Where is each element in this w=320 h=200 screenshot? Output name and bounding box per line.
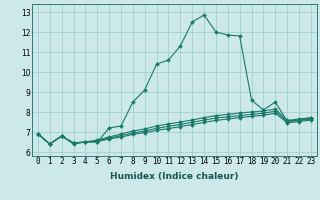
X-axis label: Humidex (Indice chaleur): Humidex (Indice chaleur)	[110, 172, 239, 181]
